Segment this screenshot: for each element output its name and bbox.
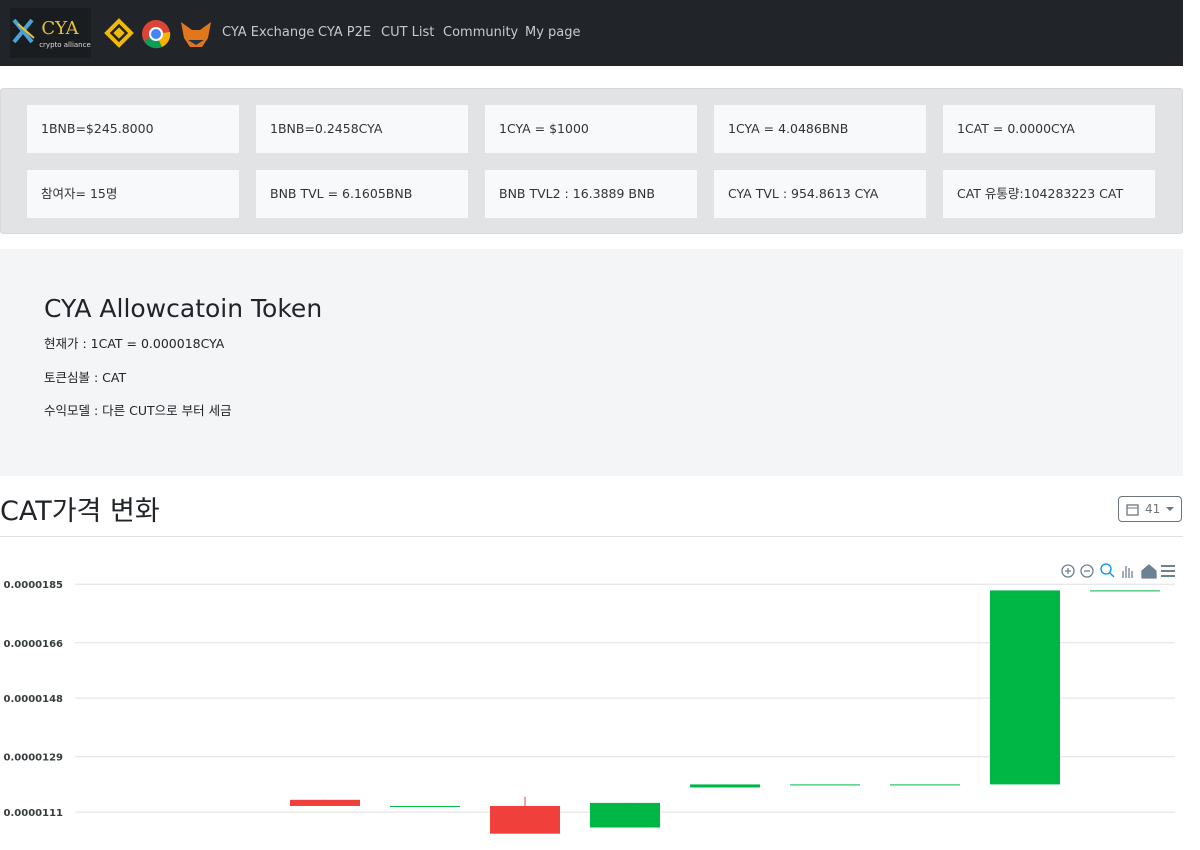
y-tick-label: 0.0000148 bbox=[4, 694, 64, 705]
reset[interactable] bbox=[1141, 564, 1157, 579]
nav-link[interactable]: My page bbox=[525, 25, 581, 40]
divider bbox=[0, 536, 1183, 537]
candle-body bbox=[890, 784, 960, 786]
token-line: 토큰심볼 : CAT bbox=[44, 370, 127, 385]
zoom-out[interactable] bbox=[1080, 564, 1094, 578]
y-tick-label: 0.0000129 bbox=[4, 753, 64, 764]
section-title: CAT가격 변화 bbox=[0, 496, 160, 527]
navbar: CYA crypto alliance CYA Exchange CYA P2E C… bbox=[0, 0, 1183, 66]
candle-body bbox=[990, 590, 1060, 785]
candlestick-chart: 0.0000111 0.0000129 0.0000148 0.0000166 0.00… bbox=[4, 580, 1175, 834]
y-tick-label: 0.0000166 bbox=[4, 639, 64, 650]
candle-body bbox=[390, 805, 460, 807]
pan[interactable] bbox=[1122, 566, 1133, 578]
y-tick-label: 0.0000185 bbox=[4, 580, 64, 591]
metamask-icon[interactable] bbox=[181, 22, 211, 47]
nav-icons bbox=[104, 18, 211, 49]
y-tick-label: 0.0000111 bbox=[4, 808, 64, 819]
chrome-icon[interactable] bbox=[142, 20, 171, 49]
token-info: CYA Allowcatoin Token 현재가 : 1CAT = 0.000… bbox=[0, 249, 1183, 476]
nav-link[interactable]: CYA Exchange bbox=[222, 25, 315, 40]
stat-card: 참여자= 15명 bbox=[27, 170, 239, 218]
candle-body bbox=[690, 784, 760, 788]
candle-body bbox=[790, 784, 860, 786]
nav-link[interactable]: Community bbox=[443, 25, 519, 40]
stat-card: 1BNB=0.2458CYA bbox=[256, 105, 468, 153]
stat-card: CAT 유통량:104283223 CAT bbox=[943, 170, 1155, 218]
token-line: 수익모델 : 다른 CUT으로 부터 세금 bbox=[44, 403, 232, 418]
stat-card: 1CYA = $1000 bbox=[485, 105, 697, 153]
logo[interactable]: CYA crypto alliance bbox=[10, 8, 91, 58]
range-dropdown[interactable]: 41 bbox=[1118, 496, 1182, 522]
token-title: CYA Allowcatoin Token bbox=[44, 294, 323, 323]
logo-name: CYA bbox=[41, 18, 79, 39]
stat-card: CYA TVL : 954.8613 CYA bbox=[714, 170, 926, 218]
nav-link[interactable]: CYA P2E bbox=[318, 25, 372, 40]
stats-panel: 1BNB=$245.8000 1BNB=0.2458CYA 1CYA = $1000… bbox=[0, 88, 1183, 234]
calendar-icon bbox=[1126, 504, 1139, 516]
caret bbox=[1166, 507, 1174, 511]
stat-card: 1BNB=$245.8000 bbox=[27, 105, 239, 153]
token-line: 현재가 : 1CAT = 0.000018CYA bbox=[44, 336, 225, 351]
stat-card: 1CAT = 0.0000CYA bbox=[943, 105, 1155, 153]
candle-body bbox=[490, 805, 560, 834]
stat-card: BNB TVL = 6.1605BNB bbox=[256, 170, 468, 218]
stat-card: 1CYA = 4.0486BNB bbox=[714, 105, 926, 153]
stat-card: BNB TVL2 : 16.3889 BNB bbox=[485, 170, 697, 218]
chart-toolbar bbox=[1061, 563, 1175, 579]
candle-body bbox=[290, 799, 360, 806]
zoom-in[interactable] bbox=[1061, 564, 1075, 578]
nav-link[interactable]: CUT List bbox=[381, 25, 435, 40]
logo-mark: CYA crypto alliance bbox=[12, 18, 91, 49]
candle-body bbox=[590, 802, 660, 828]
logo-tagline: crypto alliance bbox=[39, 41, 91, 49]
range-value: 41 bbox=[1145, 502, 1161, 516]
candle-body bbox=[1090, 590, 1160, 592]
menu[interactable] bbox=[1161, 565, 1175, 577]
zoom-select[interactable] bbox=[1100, 563, 1115, 578]
binance-icon[interactable] bbox=[104, 18, 134, 48]
